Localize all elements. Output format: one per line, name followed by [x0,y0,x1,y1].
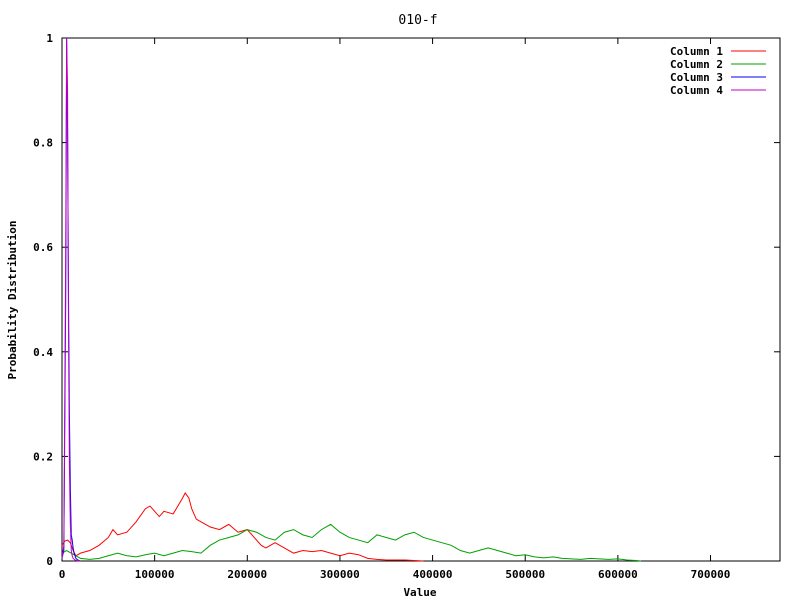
y-tick-label: 0 [46,555,53,568]
x-tick-label: 600000 [598,568,638,581]
x-tick-label: 200000 [227,568,267,581]
x-tick-label: 100000 [135,568,175,581]
series-line-1 [61,492,424,562]
y-tick-label: 1 [46,32,53,45]
x-axis-label: Value [403,586,436,599]
y-axis-label: Probability Distribution [6,221,19,380]
x-tick-label: 500000 [505,568,545,581]
x-tick-label: 0 [59,568,66,581]
y-tick-label: 0.4 [33,346,53,359]
data-series [61,37,642,562]
y-tick-label: 0.8 [33,137,53,150]
y-tick-label: 0.2 [33,450,53,463]
legend-label: Column 2 [670,58,723,71]
series-line-4 [61,37,81,562]
x-tick-label: 700000 [691,568,731,581]
axis-ticks: 0 100000 200000 300000 400000 500000 600000 700… [33,32,780,581]
chart-title: 010-f [398,13,437,28]
legend-label: Column 3 [670,71,723,84]
x-tick-label: 300000 [320,568,360,581]
x-tick-label: 400000 [413,568,453,581]
y-tick-label: 0.6 [33,241,53,254]
series-line-2 [61,523,642,562]
legend-label: Column 4 [670,84,723,97]
legend-label: Column 1 [670,45,723,58]
